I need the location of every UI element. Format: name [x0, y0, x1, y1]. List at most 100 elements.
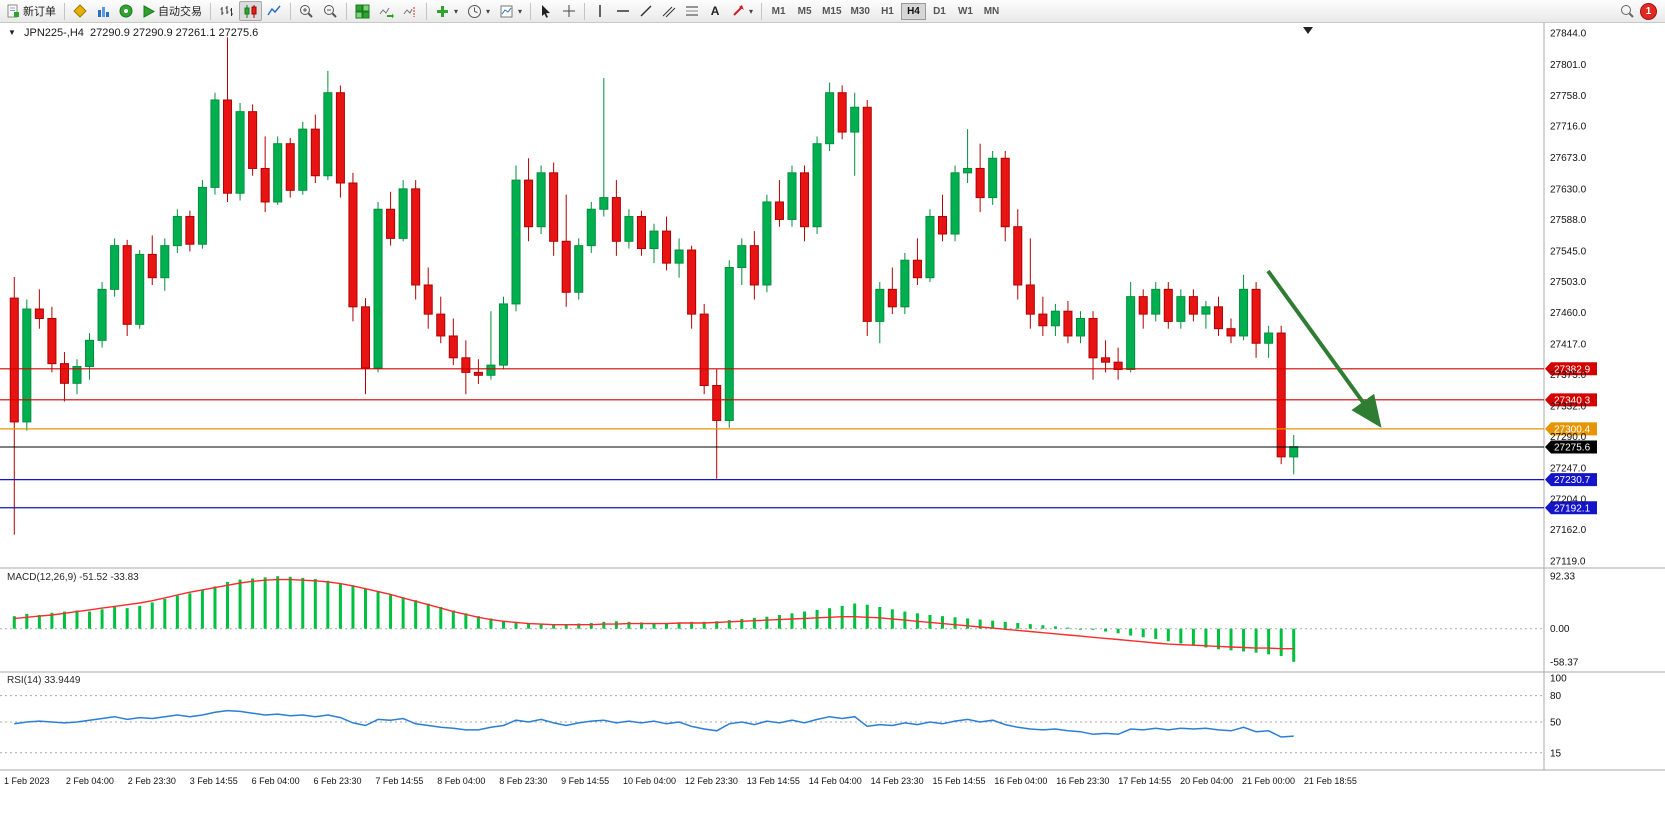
candle: [599, 197, 609, 210]
svg-text:27340.3: 27340.3: [1554, 395, 1591, 406]
candle: [674, 249, 684, 264]
candle: [22, 308, 32, 423]
channel-tool-button[interactable]: [658, 1, 680, 21]
navigator-icon: [119, 4, 133, 18]
timeframe-mn-button[interactable]: MN: [979, 3, 1004, 20]
zoom-in-button[interactable]: [295, 1, 318, 21]
separator: [210, 2, 211, 20]
svg-text:27300.4: 27300.4: [1554, 424, 1591, 435]
zoom-out-button[interactable]: [319, 1, 342, 21]
time-axis: 1 Feb 2023 2 Feb 04:00 2 Feb 23:30 3 Feb 14…: [4, 776, 1357, 786]
candle: [135, 253, 145, 325]
svg-text:10 Feb 04:00: 10 Feb 04:00: [623, 776, 676, 786]
timeframe-m5-button[interactable]: M5: [792, 3, 817, 20]
data-window-button[interactable]: [92, 1, 114, 21]
candle: [398, 188, 408, 239]
svg-text:27119.0: 27119.0: [1550, 557, 1586, 568]
timeframe-h4-button[interactable]: H4: [900, 2, 926, 20]
candlestick-mode-button[interactable]: [239, 1, 262, 21]
candle: [386, 208, 396, 239]
candle: [273, 143, 283, 203]
text-tool-button[interactable]: A: [704, 1, 726, 21]
search-button[interactable]: [1616, 1, 1639, 21]
candle: [1000, 157, 1010, 228]
trend-arrow-annotation[interactable]: [1266, 269, 1382, 428]
pane-frame: [0, 23, 1665, 771]
text-tool-label: A: [710, 4, 720, 18]
svg-text:8 Feb 04:00: 8 Feb 04:00: [437, 776, 485, 786]
candle: [197, 186, 207, 245]
cursor-icon: [542, 5, 551, 18]
timeframe-m15-button[interactable]: M15: [818, 3, 845, 20]
new-order-button[interactable]: 新订单: [2, 1, 60, 21]
data-window-icon: [98, 7, 109, 17]
candles-layer: [9, 37, 1299, 535]
indicators-dropdown-icon: ▾: [454, 6, 459, 16]
channel-icon: [662, 6, 676, 18]
chart-shift-icon: [403, 6, 415, 17]
candle: [1101, 357, 1111, 363]
fibonacci-tool-button[interactable]: [681, 1, 703, 21]
candle: [586, 208, 596, 247]
candle: [1088, 317, 1098, 359]
candle: [34, 308, 44, 319]
timeframe-m1-button[interactable]: M1: [766, 3, 791, 20]
trendline-tool-button[interactable]: [635, 1, 657, 21]
indicators-button[interactable]: ▾: [431, 1, 462, 21]
candle: [850, 106, 860, 133]
candle: [373, 208, 383, 369]
candle: [937, 216, 948, 235]
new-order-icon: [7, 4, 19, 18]
horizontal-line-tool-button[interactable]: [612, 1, 634, 21]
candle: [360, 306, 371, 369]
crosshair-icon: [563, 5, 576, 17]
arrows-tool-button[interactable]: ▾: [727, 1, 757, 21]
market-watch-button[interactable]: [69, 1, 91, 21]
periods-button[interactable]: ▾: [463, 1, 494, 21]
svg-text:14 Feb 04:00: 14 Feb 04:00: [809, 776, 862, 786]
candle: [1176, 296, 1186, 322]
svg-text:27162.0: 27162.0: [1550, 525, 1587, 536]
navigator-button[interactable]: [115, 1, 137, 21]
tile-windows-button[interactable]: [351, 1, 374, 21]
vertical-line-tool-button[interactable]: [589, 1, 611, 21]
templates-button[interactable]: ▾: [495, 1, 526, 21]
candle: [310, 128, 320, 177]
candle: [662, 230, 672, 264]
svg-text:27230.7: 27230.7: [1554, 475, 1591, 486]
timeframe-w1-button[interactable]: W1: [953, 3, 978, 20]
autotrading-button[interactable]: 自动交易: [138, 1, 206, 21]
crosshair-tool-button[interactable]: [558, 1, 580, 21]
candle: [1188, 296, 1198, 315]
candle: [561, 240, 571, 293]
candle: [448, 335, 458, 359]
svg-text:27382.9: 27382.9: [1554, 364, 1591, 375]
candle: [687, 249, 697, 315]
notification-badge[interactable]: 1: [1640, 2, 1657, 20]
timeframe-h1-button[interactable]: H1: [875, 3, 900, 20]
candle: [1251, 288, 1261, 344]
svg-text:80: 80: [1550, 691, 1562, 702]
svg-text:13 Feb 14:55: 13 Feb 14:55: [747, 776, 800, 786]
svg-text:27545.0: 27545.0: [1550, 246, 1587, 257]
candle: [1226, 328, 1236, 337]
timeframe-m30-button[interactable]: M30: [847, 3, 874, 20]
chart-canvas[interactable]: 27382.9 27340.3 27300.4 27275.6 27230.7 27192…: [0, 23, 1665, 840]
svg-text:27375.0: 27375.0: [1550, 370, 1587, 381]
candle: [649, 230, 659, 250]
candle: [1163, 288, 1173, 322]
templates-dropdown-icon: ▾: [518, 6, 523, 16]
market-watch-icon: [73, 4, 87, 18]
bar-chart-mode-button[interactable]: [215, 1, 238, 21]
chart-shift-button[interactable]: [399, 1, 422, 21]
price-level-lines[interactable]: [0, 368, 1544, 509]
separator: [761, 2, 763, 20]
timeframe-d1-button[interactable]: D1: [927, 3, 952, 20]
svg-text:27844.0: 27844.0: [1550, 29, 1587, 40]
cursor-tool-button[interactable]: [535, 1, 557, 21]
auto-scroll-button[interactable]: [375, 1, 398, 21]
candle: [1276, 332, 1286, 458]
candle: [1239, 288, 1249, 337]
line-chart-mode-button[interactable]: [263, 1, 286, 21]
candle: [825, 92, 835, 145]
